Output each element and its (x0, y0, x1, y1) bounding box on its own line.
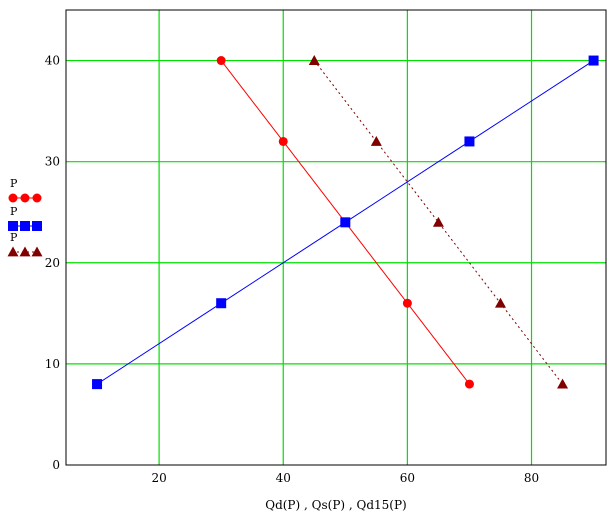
series-group (92, 55, 599, 390)
x-tick-label: 80 (524, 471, 539, 485)
series-square (92, 55, 599, 390)
data-point-square (588, 55, 599, 66)
x-tick-label: 40 (276, 471, 291, 485)
legend-marker (7, 246, 19, 257)
legend-marker (32, 221, 42, 231)
data-point-triangle (557, 378, 569, 389)
legend-swatch-triangle (7, 246, 43, 257)
legend-swatch-square (8, 221, 42, 231)
data-point-circle (216, 56, 226, 66)
data-point-triangle (308, 55, 320, 65)
data-point-square (92, 379, 103, 390)
series-triangle (308, 55, 569, 389)
legend-marker (20, 221, 30, 231)
y-tick-label: 40 (45, 54, 60, 68)
data-point-square (464, 136, 475, 147)
data-point-square (340, 217, 351, 228)
data-point-circle (402, 298, 412, 308)
plot-frame (65, 9, 607, 466)
data-point-circle (278, 136, 288, 146)
y-tick-label: 10 (45, 357, 60, 371)
tick-labels: 20 40 60 80 0 10 20 30 40 (45, 54, 539, 485)
legend-swatch-circle (8, 193, 42, 203)
y-tick-label: 30 (45, 155, 60, 169)
legend-label: P (10, 205, 18, 218)
data-point-triangle (432, 216, 444, 227)
x-tick-label: 20 (151, 471, 166, 485)
data-point-triangle (494, 297, 506, 308)
legend-marker (32, 193, 42, 203)
x-axis-label: Qd(P) , Qs(P) , Qd15(P) (265, 498, 407, 512)
legend-marker (20, 193, 30, 203)
y-tick-label: 0 (52, 458, 60, 472)
legend-marker (19, 246, 31, 257)
legend-marker (31, 246, 43, 257)
legend-marker (8, 193, 18, 203)
legend-label: P (10, 177, 18, 190)
data-point-circle (464, 379, 474, 389)
grid-lines (66, 10, 606, 465)
legend: PPP (7, 177, 43, 257)
legend-label: P (10, 231, 18, 244)
legend-marker (8, 221, 18, 231)
y-tick-label: 20 (45, 256, 60, 270)
data-point-triangle (370, 135, 382, 146)
x-tick-label: 60 (400, 471, 415, 485)
data-point-square (216, 298, 227, 309)
